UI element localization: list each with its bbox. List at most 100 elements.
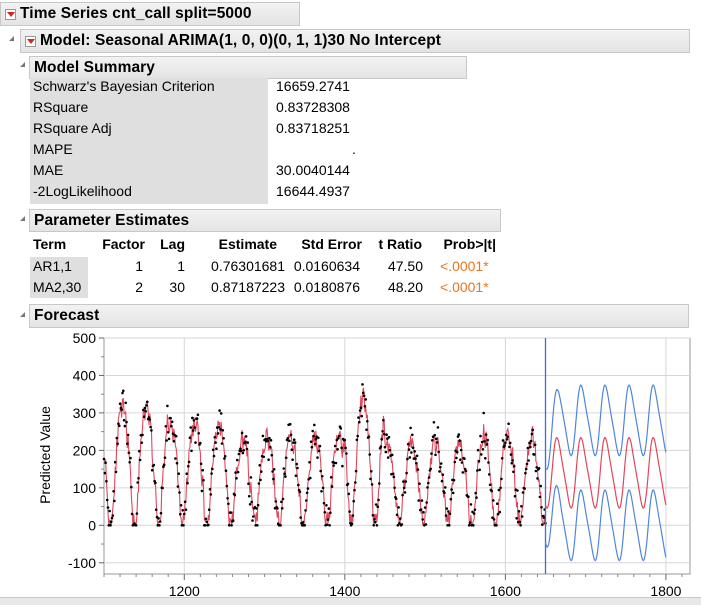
observed-point bbox=[122, 418, 126, 422]
observed-point bbox=[236, 470, 240, 474]
observed-point bbox=[307, 478, 311, 481]
observed-point bbox=[255, 507, 258, 510]
observed-point bbox=[314, 437, 318, 441]
observed-point bbox=[436, 426, 440, 429]
parameter-estimates-header: Parameter Estimates bbox=[29, 209, 501, 232]
observed-point bbox=[169, 416, 172, 420]
observed-point bbox=[454, 449, 457, 453]
observed-point bbox=[448, 512, 452, 515]
observed-point bbox=[383, 445, 387, 449]
disclosure-triangle-icon[interactable] bbox=[20, 216, 25, 221]
observed-point bbox=[124, 401, 127, 405]
title-bar: Time Series cnt_call split=5000 bbox=[0, 2, 300, 26]
observed-point bbox=[379, 445, 383, 448]
observed-point bbox=[131, 524, 135, 527]
observed-point bbox=[306, 487, 310, 490]
red-triangle-menu-icon[interactable] bbox=[5, 8, 16, 20]
observed-point bbox=[498, 510, 502, 514]
observed-point bbox=[239, 447, 242, 451]
observed-point bbox=[510, 461, 514, 465]
observed-point bbox=[378, 482, 381, 485]
observed-point bbox=[483, 440, 486, 443]
column-header[interactable]: Estimate bbox=[218, 236, 277, 252]
column-header[interactable]: Lag bbox=[160, 236, 185, 252]
observed-point bbox=[114, 470, 118, 474]
observed-point bbox=[272, 477, 275, 481]
observed-point bbox=[504, 433, 508, 437]
observed-point bbox=[317, 449, 321, 453]
observed-point bbox=[509, 453, 513, 456]
observed-point bbox=[370, 483, 374, 486]
observed-point bbox=[125, 420, 128, 424]
observed-point bbox=[494, 524, 498, 527]
observed-point bbox=[120, 408, 123, 412]
observed-point bbox=[160, 486, 164, 490]
observed-point bbox=[260, 454, 264, 458]
observed-point bbox=[139, 434, 143, 437]
observed-point bbox=[149, 425, 152, 429]
column-header[interactable]: Std Error bbox=[301, 236, 362, 252]
observed-point bbox=[291, 458, 294, 462]
observed-point bbox=[444, 514, 448, 517]
bottom-scroll-strip[interactable] bbox=[0, 597, 701, 605]
observed-point bbox=[512, 465, 516, 468]
observed-point bbox=[384, 450, 388, 454]
observed-point bbox=[501, 439, 505, 442]
observed-point bbox=[195, 417, 198, 421]
observed-point bbox=[521, 491, 525, 494]
observed-point bbox=[210, 472, 213, 475]
observed-point bbox=[217, 426, 221, 429]
model-title: Model: Seasonal ARIMA(1, 0, 0)(0, 1, 1)3… bbox=[40, 32, 442, 49]
observed-point bbox=[254, 524, 257, 527]
observed-point bbox=[106, 506, 110, 509]
observed-point bbox=[388, 448, 392, 452]
observed-point bbox=[178, 491, 181, 494]
column-header[interactable]: Term bbox=[33, 236, 67, 252]
observed-point bbox=[535, 466, 538, 469]
observed-point bbox=[240, 431, 244, 435]
observed-point bbox=[204, 517, 208, 521]
observed-point bbox=[357, 416, 360, 419]
observed-point bbox=[219, 412, 223, 415]
observed-point bbox=[207, 508, 211, 512]
observed-point bbox=[107, 524, 111, 527]
observed-point bbox=[458, 439, 461, 443]
observed-point bbox=[459, 448, 463, 452]
observed-point bbox=[492, 499, 495, 502]
summary-value: 16659.2741 bbox=[276, 78, 350, 94]
column-header[interactable]: Prob>|t| bbox=[443, 236, 496, 252]
lag-cell: 30 bbox=[169, 279, 185, 295]
disclosure-triangle-icon[interactable] bbox=[9, 36, 14, 41]
disclosure-triangle-icon[interactable] bbox=[20, 312, 25, 317]
observed-point bbox=[467, 524, 471, 527]
observed-point bbox=[187, 460, 191, 464]
observed-point bbox=[161, 486, 164, 490]
observed-point bbox=[231, 519, 235, 522]
column-header[interactable]: t Ratio bbox=[378, 236, 422, 252]
summary-label: MAPE bbox=[33, 141, 73, 157]
observed-point bbox=[232, 492, 236, 496]
observed-point bbox=[237, 452, 241, 456]
observed-point bbox=[489, 488, 493, 492]
observed-point bbox=[150, 429, 153, 432]
observed-point bbox=[284, 456, 288, 460]
observed-point bbox=[402, 480, 405, 483]
column-header[interactable]: Factor bbox=[102, 236, 145, 252]
observed-point bbox=[324, 524, 327, 527]
observed-point bbox=[449, 497, 453, 501]
observed-point bbox=[218, 409, 221, 412]
observed-point bbox=[203, 524, 207, 527]
estimate-cell: 0.87187223 bbox=[211, 279, 285, 295]
observed-point bbox=[221, 429, 225, 432]
observed-point bbox=[180, 524, 184, 527]
observed-point bbox=[421, 518, 425, 521]
observed-point bbox=[368, 453, 372, 456]
observed-point bbox=[153, 479, 156, 483]
observed-point bbox=[349, 524, 353, 527]
observed-point bbox=[246, 441, 249, 444]
observed-point bbox=[109, 520, 113, 523]
observed-point bbox=[476, 469, 479, 472]
red-triangle-menu-icon[interactable] bbox=[25, 35, 36, 47]
disclosure-triangle-icon[interactable] bbox=[20, 62, 25, 67]
